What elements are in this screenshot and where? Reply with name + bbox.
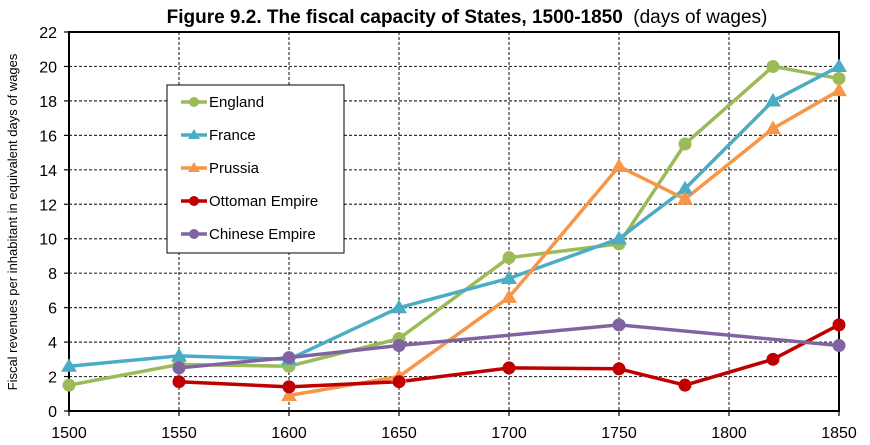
legend-label: Prussia [209, 160, 260, 177]
y-tick-label: 4 [48, 335, 57, 352]
chart-title: Figure 9.2. The fiscal capacity of State… [167, 7, 768, 28]
legend-item-england: England [181, 94, 264, 111]
data-point-prussia [765, 120, 781, 135]
series-line-ottoman-empire [178, 323, 840, 389]
legend-label: Ottoman Empire [209, 193, 318, 210]
data-point-england [766, 59, 780, 73]
data-point-chinese-empire [282, 351, 296, 365]
data-point-ottoman-empire [502, 361, 516, 375]
legend-item-chinese-empire: Chinese Empire [181, 226, 316, 243]
y-axis-label: Fiscal revenues per inhabitant in equiva… [5, 53, 20, 390]
data-point-prussia [677, 191, 693, 205]
y-tick-label: 20 [39, 59, 57, 76]
legend-label: England [209, 94, 264, 111]
data-point-ottoman-empire [612, 362, 626, 376]
y-tick-label: 12 [39, 197, 57, 214]
data-point-france [677, 180, 693, 195]
y-tick-label: 6 [48, 301, 57, 318]
data-point-ottoman-empire [766, 352, 780, 366]
y-tick-label: 18 [39, 94, 57, 111]
data-point-chinese-empire [832, 339, 846, 353]
y-tick-label: 14 [39, 163, 57, 180]
data-point-france [171, 347, 187, 362]
chart-title-text: Figure 9.2. The fiscal capacity of State… [167, 7, 768, 28]
legend-marker-circle-icon [189, 97, 199, 107]
x-tick-label: 1500 [51, 425, 87, 442]
data-point-france [611, 230, 627, 245]
data-point-chinese-empire [612, 318, 626, 332]
data-point-france [831, 58, 847, 73]
y-tick-label: 16 [39, 128, 57, 145]
data-point-prussia [281, 387, 297, 402]
data-point-france [501, 270, 517, 284]
y-tick-label: 22 [39, 25, 57, 42]
legend-item-ottoman-empire: Ottoman Empire [181, 193, 318, 210]
data-point-france [765, 92, 781, 107]
data-point-prussia [501, 289, 517, 303]
legend-marker-circle-icon [189, 229, 199, 239]
x-tick-label: 1750 [601, 425, 637, 442]
data-point-france [61, 358, 77, 372]
y-tick-label: 2 [48, 370, 57, 387]
data-point-chinese-empire [172, 361, 186, 375]
x-tick-label: 1800 [711, 425, 747, 442]
data-point-ottoman-empire [832, 318, 846, 332]
x-tick-label: 1550 [161, 425, 197, 442]
x-tick-label: 1700 [491, 425, 527, 442]
legend-label: Chinese Empire [209, 226, 316, 243]
data-point-france [391, 299, 407, 314]
data-point-england [62, 378, 76, 392]
y-tick-label: 10 [39, 232, 57, 249]
data-point-ottoman-empire [392, 375, 406, 389]
grid [69, 32, 839, 411]
legend-marker-triangle-icon [188, 162, 200, 172]
data-point-ottoman-empire [282, 380, 296, 394]
legend-item-prussia: Prussia [181, 160, 260, 177]
data-point-england [502, 251, 516, 265]
data-point-chinese-empire [392, 339, 406, 353]
data-point-prussia [831, 82, 847, 97]
y-tick-label: 8 [48, 266, 57, 283]
legend-label: France [209, 127, 256, 144]
chart-title-main: Figure 9.2. The fiscal capacity of State… [167, 7, 623, 28]
series-markers [61, 58, 847, 402]
data-point-england [832, 72, 846, 86]
plot-frame [68, 31, 840, 412]
data-point-ottoman-empire [172, 375, 186, 389]
data-point-ottoman-empire [678, 378, 692, 392]
legend-marker-triangle-icon [188, 129, 200, 139]
legend-marker-circle-icon [189, 196, 199, 206]
x-tick-label: 1850 [821, 425, 857, 442]
legend-item-france: France [181, 127, 256, 144]
y-tick-label: 0 [48, 404, 57, 421]
axes: 0 2 4 6 8 10 12 14 16 18 20 22 1500 1550 1600 1650 1700 1… [39, 25, 857, 442]
legend: England France Prussia Ottoman Empire Chines… [166, 84, 345, 254]
data-point-prussia [611, 158, 627, 172]
chart-title-suffix: (days of wages) [633, 7, 767, 28]
x-tick-label: 1600 [271, 425, 307, 442]
data-point-england [678, 137, 692, 151]
x-tick-label: 1650 [381, 425, 417, 442]
